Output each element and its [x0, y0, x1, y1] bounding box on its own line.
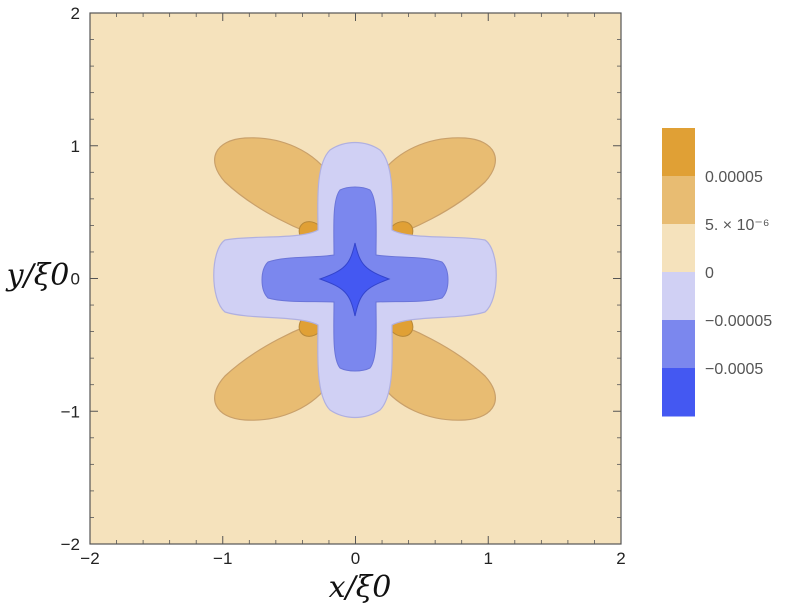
colorbar-swatch [662, 320, 695, 369]
colorbar-swatch [662, 368, 695, 417]
colorbar-label: 0 [705, 265, 714, 282]
colorbar: 0.00005 5. × 10⁻⁶ 0 −0.00005 −0.0005 [662, 128, 772, 417]
y-tick-label: −1 [61, 402, 80, 421]
colorbar-label: −0.0005 [705, 361, 763, 378]
colorbar-label: 5. × 10⁻⁶ [705, 217, 769, 234]
axis-ticks: −2 −1 0 1 2 −2 −1 0 1 2 [61, 4, 626, 568]
colorbar-swatch [662, 128, 695, 177]
y-axis-title: y/ξ0 [5, 258, 70, 293]
x-tick-label: −2 [80, 549, 99, 568]
colorbar-swatch [662, 224, 695, 273]
y-tick-label: 0 [71, 270, 80, 289]
x-tick-label: 1 [484, 549, 493, 568]
y-tick-label: −2 [61, 535, 80, 554]
negative-deep-region [318, 242, 391, 317]
colorbar-label: 0.00005 [705, 169, 763, 186]
x-axis-title: x/ξ0 [329, 570, 392, 605]
x-tick-label: −1 [213, 549, 232, 568]
x-tick-label: 2 [616, 549, 625, 568]
x-tick-label: 0 [351, 549, 360, 568]
colorbar-swatch [662, 176, 695, 225]
colorbar-label: −0.00005 [705, 313, 772, 330]
colorbar-swatch [662, 272, 695, 321]
y-tick-label: 1 [71, 137, 80, 156]
y-tick-label: 2 [71, 4, 80, 23]
